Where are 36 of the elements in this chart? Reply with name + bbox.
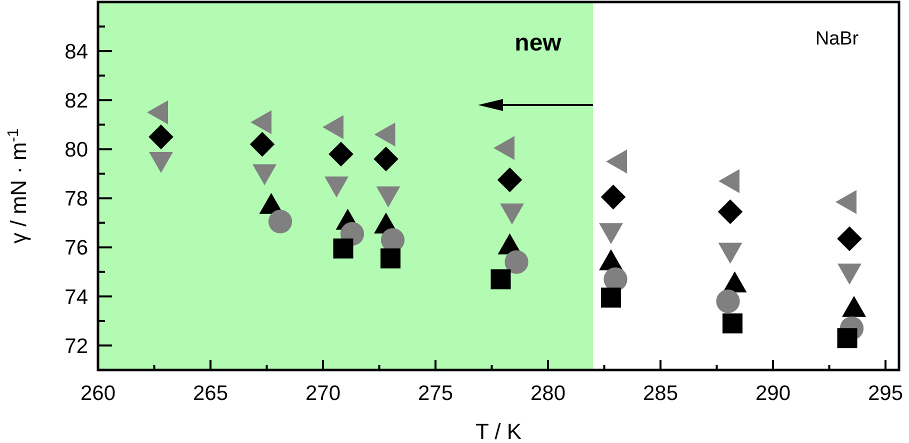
point bbox=[504, 250, 528, 274]
y-tick-label: 80 bbox=[64, 138, 88, 162]
x-tick-label: 275 bbox=[418, 382, 454, 405]
annotation: new bbox=[514, 29, 562, 56]
x-tick-label: 260 bbox=[80, 382, 116, 405]
y-tick-label: 84 bbox=[64, 40, 88, 64]
y-tick-label: 72 bbox=[64, 334, 88, 358]
x-tick-label: 280 bbox=[530, 382, 566, 405]
point bbox=[604, 267, 628, 292]
x-tick-label: 290 bbox=[755, 382, 791, 405]
point bbox=[601, 288, 621, 308]
point bbox=[837, 226, 862, 252]
point bbox=[250, 132, 275, 157]
point bbox=[374, 146, 398, 172]
x-axis-title: T / K bbox=[475, 419, 522, 443]
point bbox=[333, 238, 354, 259]
x-tick-label: 265 bbox=[192, 382, 228, 405]
annotation: NaBr bbox=[815, 28, 860, 50]
y-tick-label: 82 bbox=[64, 89, 88, 112]
point bbox=[380, 248, 400, 268]
point bbox=[718, 199, 743, 224]
point bbox=[268, 210, 292, 234]
point bbox=[722, 313, 742, 334]
point bbox=[837, 328, 858, 348]
point bbox=[148, 124, 174, 150]
y-tick-label: 76 bbox=[64, 236, 88, 260]
y-tick-label: 74 bbox=[64, 286, 88, 309]
x-tick-label: 270 bbox=[305, 382, 341, 405]
point bbox=[497, 167, 522, 192]
point bbox=[716, 289, 740, 314]
x-tick-label: 285 bbox=[642, 382, 678, 405]
point bbox=[600, 184, 626, 210]
x-tick-label: 295 bbox=[868, 382, 904, 405]
point bbox=[490, 269, 511, 290]
y-tick-label: 78 bbox=[64, 188, 88, 211]
point bbox=[328, 142, 354, 167]
